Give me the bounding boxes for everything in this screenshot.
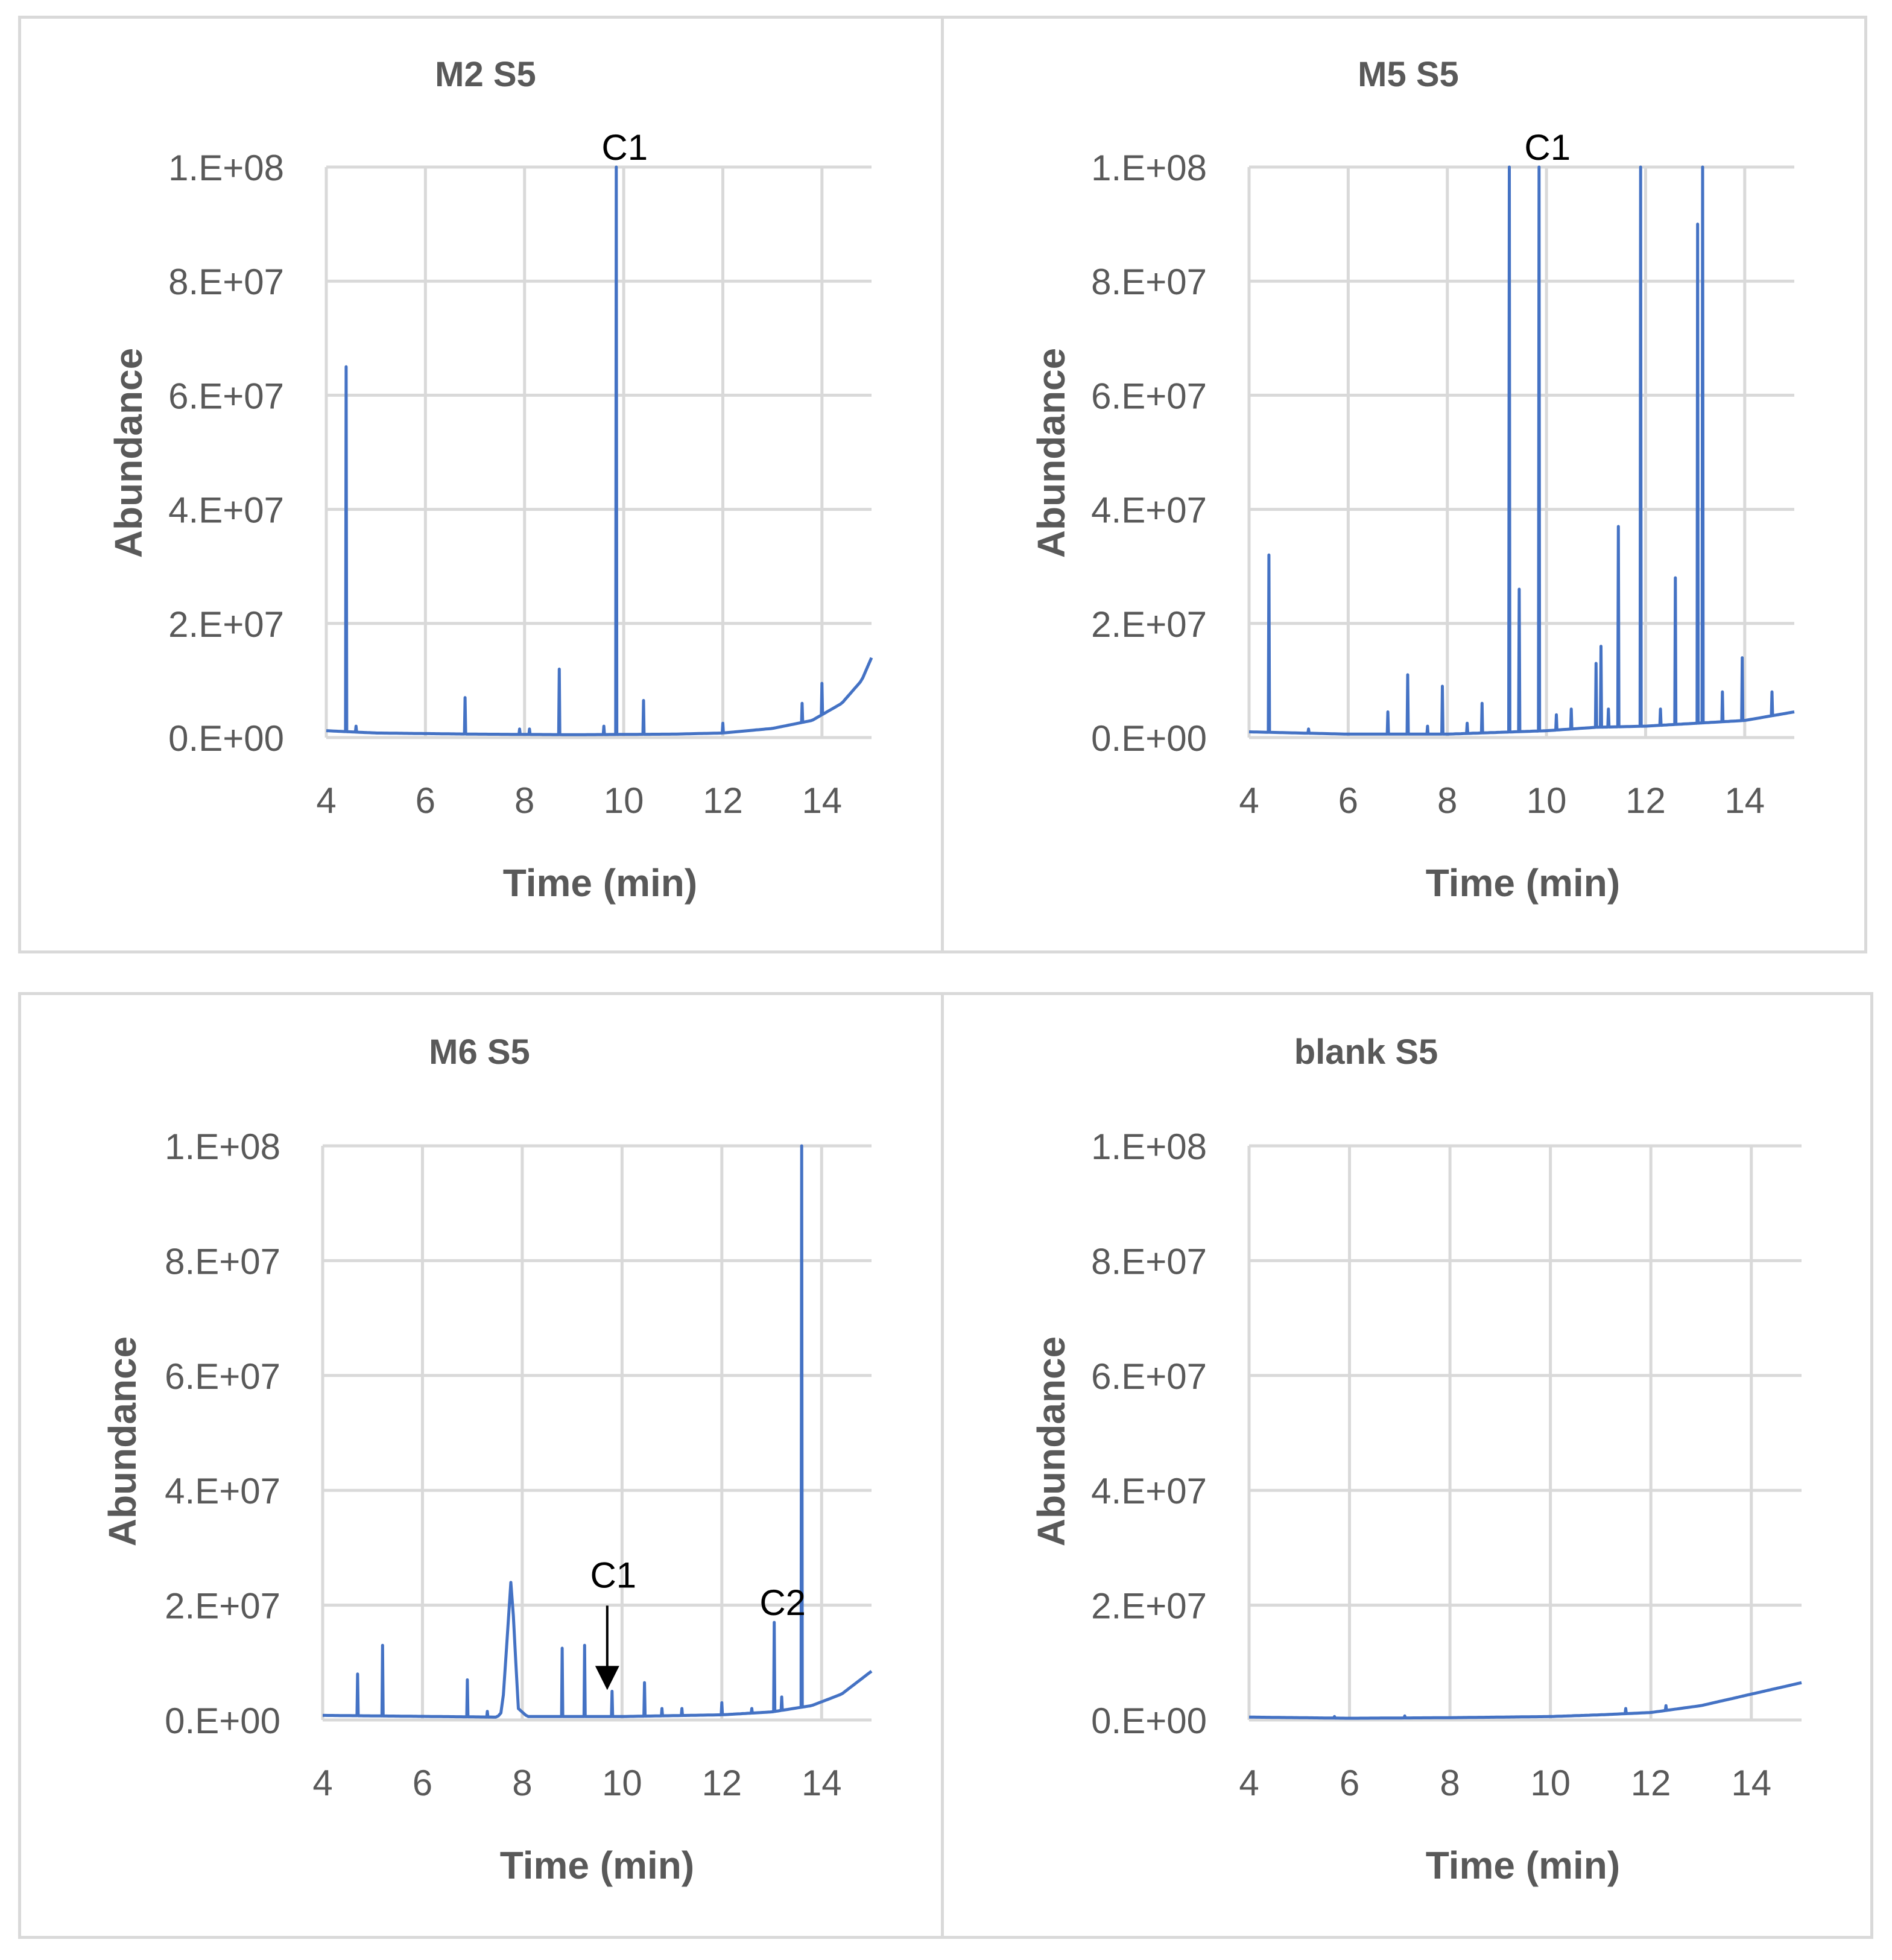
x-axis-title: Time (min)	[1426, 861, 1620, 905]
y-tick-label: 2.E+07	[168, 604, 284, 645]
annotation-label: C2	[759, 1582, 806, 1623]
chart-title: M2 S5	[435, 55, 536, 94]
y-tick-label: 0.E+00	[1091, 1701, 1207, 1741]
y-tick-label: 8.E+07	[1091, 1241, 1207, 1282]
x-axis-title: Time (min)	[500, 1844, 694, 1887]
y-tick-label: 6.E+07	[165, 1356, 280, 1397]
x-tick-label: 8	[512, 1763, 532, 1803]
annotation-label: C1	[601, 127, 648, 168]
annotation-label: C1	[1524, 127, 1571, 168]
y-tick-label: 2.E+07	[1091, 604, 1207, 645]
y-tick-label: 6.E+07	[1091, 376, 1207, 416]
x-tick-label: 14	[1724, 780, 1765, 821]
x-tick-label: 6	[1338, 780, 1358, 821]
x-tick-label: 4	[312, 1763, 332, 1803]
chart-title: blank S5	[1294, 1032, 1438, 1072]
y-tick-label: 2.E+07	[1091, 1586, 1207, 1626]
x-tick-label: 12	[701, 1763, 742, 1803]
y-tick-label: 4.E+07	[165, 1471, 280, 1511]
x-tick-label: 6	[1340, 1763, 1359, 1803]
x-tick-label: 12	[1625, 780, 1666, 821]
x-tick-label: 14	[802, 780, 842, 821]
y-tick-label: 0.E+00	[1091, 718, 1207, 759]
x-tick-label: 8	[1437, 780, 1457, 821]
chromatogram-line	[326, 165, 873, 736]
x-tick-label: 8	[1440, 1763, 1460, 1803]
y-tick-label: 4.E+07	[1091, 490, 1207, 531]
chart-panel-blank-s5: blank S5 Abundance Time (min) 0.E+00 2.E+…	[941, 992, 1873, 1939]
y-axis-title: Abundance	[1030, 1336, 1073, 1546]
chart-panel-m6-s5: M6 S5 Abundance Time (min) 0.E+00 2.E+07 4…	[18, 992, 944, 1939]
chromatogram-line	[1248, 165, 1795, 736]
y-tick-label: 4.E+07	[168, 490, 284, 531]
y-axis-title: Abundance	[1030, 348, 1073, 558]
y-tick-label: 6.E+07	[168, 376, 284, 416]
chart-blank-s5: blank S5 Abundance Time (min) 0.E+00 2.E+…	[1030, 1032, 1802, 1887]
x-tick-label: 8	[514, 780, 534, 821]
y-tick-label: 6.E+07	[1091, 1356, 1207, 1397]
y-tick-label: 0.E+00	[165, 1701, 280, 1741]
y-tick-label: 0.E+00	[168, 718, 284, 759]
chart-m6-s5: M6 S5 Abundance Time (min) 0.E+00 2.E+07 4…	[101, 1032, 873, 1887]
chart-title: M6 S5	[429, 1032, 530, 1072]
y-tick-label: 1.E+08	[1091, 148, 1207, 188]
chart-m2-s5: M2 S5 Abundance Time (min) 0.E+00 2.E+07 4…	[107, 55, 873, 905]
chromatogram-line	[323, 1144, 873, 1719]
x-tick-label: 10	[1527, 780, 1567, 821]
y-tick-label: 8.E+07	[165, 1241, 280, 1282]
chromatogram-line	[1248, 1681, 1802, 1720]
y-tick-label: 4.E+07	[1091, 1471, 1207, 1511]
x-axis-title: Time (min)	[503, 861, 697, 905]
annotation-label: C1	[590, 1555, 636, 1595]
x-axis-title: Time (min)	[1426, 1844, 1620, 1887]
x-tick-label: 10	[602, 1763, 642, 1803]
annotation-arrow-head	[595, 1666, 619, 1690]
y-tick-label: 8.E+07	[1091, 262, 1207, 302]
x-tick-label: 6	[416, 780, 435, 821]
chart-panel-m2-s5: M2 S5 Abundance Time (min) 0.E+00 2.E+07 4…	[18, 16, 944, 953]
y-tick-label: 1.E+08	[165, 1127, 280, 1167]
y-tick-label: 2.E+07	[165, 1586, 280, 1626]
chart-m5-s5: M5 S5 Abundance Time (min) 0.E+00 2.E+07 4…	[1030, 55, 1795, 905]
x-tick-label: 4	[316, 780, 336, 821]
y-axis-title: Abundance	[107, 348, 150, 558]
chart-panel-m5-s5: M5 S5 Abundance Time (min) 0.E+00 2.E+07 4…	[941, 16, 1867, 953]
x-tick-label: 6	[413, 1763, 432, 1803]
x-tick-label: 4	[1239, 1763, 1259, 1803]
x-tick-label: 10	[604, 780, 644, 821]
y-tick-label: 1.E+08	[168, 148, 284, 188]
x-tick-label: 14	[802, 1763, 842, 1803]
y-axis-title: Abundance	[101, 1336, 144, 1546]
y-tick-label: 8.E+07	[168, 262, 284, 302]
x-tick-label: 14	[1731, 1763, 1771, 1803]
chart-title: M5 S5	[1358, 55, 1459, 94]
x-tick-label: 12	[1631, 1763, 1671, 1803]
x-tick-label: 4	[1239, 780, 1259, 821]
y-tick-label: 1.E+08	[1091, 1127, 1207, 1167]
x-tick-label: 12	[703, 780, 743, 821]
x-tick-label: 10	[1530, 1763, 1571, 1803]
